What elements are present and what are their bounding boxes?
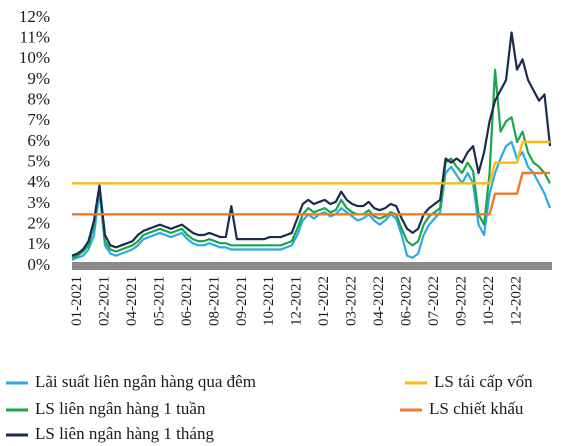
y-tick-label: 7% — [27, 110, 50, 129]
x-axis-band — [72, 262, 552, 270]
y-tick-label: 1% — [27, 234, 50, 253]
x-tick-label: 09-2022 — [454, 276, 470, 326]
x-tick-label: 10-2022 — [481, 276, 497, 326]
x-tick-label: 08-2021 — [206, 276, 222, 326]
x-tick-label: 06-2022 — [399, 276, 415, 326]
y-tick-label: 2% — [27, 214, 50, 233]
x-tick-label: 07-2022 — [426, 276, 442, 326]
y-tick-label: 12% — [19, 7, 50, 26]
y-tick-label: 8% — [27, 90, 50, 109]
y-tick-label: 3% — [27, 193, 50, 212]
x-tick-label: 12-2022 — [508, 276, 524, 326]
x-tick-label: 12-2021 — [289, 276, 305, 326]
x-tick-label: 05-2021 — [151, 276, 167, 326]
series-line — [72, 140, 550, 185]
x-tick-label: 10-2021 — [261, 276, 277, 326]
legend-label: LS chiết khấu — [429, 399, 524, 418]
x-tick-label: 04-2021 — [124, 276, 140, 326]
series-line — [71, 68, 551, 259]
series-line — [72, 171, 550, 216]
y-tick-label: 5% — [27, 152, 50, 171]
y-tick-label: 11% — [19, 28, 50, 47]
x-tick-label: 09-2021 — [234, 276, 250, 326]
series-line — [71, 31, 552, 257]
legend-label: LS liên ngân hàng 1 tháng — [35, 424, 214, 443]
x-tick-label: 03-2022 — [344, 276, 360, 326]
legend-label: LS tái cấp vốn — [434, 372, 533, 391]
y-tick-label: 6% — [27, 131, 50, 150]
y-tick-label: 0% — [27, 255, 50, 274]
x-tick-label: 01-2021 — [69, 276, 85, 326]
y-tick-label: 10% — [19, 48, 50, 67]
x-tick-label: 02-2021 — [96, 276, 112, 326]
x-tick-label: 01-2022 — [316, 276, 332, 326]
y-tick-label: 9% — [27, 69, 50, 88]
x-tick-label: 06-2021 — [179, 276, 195, 326]
legend-label: LS liên ngân hàng 1 tuần — [35, 399, 206, 418]
legend-label: Lãi suất liên ngân hàng qua đêm — [35, 372, 256, 391]
series-line — [71, 140, 552, 261]
x-tick-label: 04-2022 — [371, 276, 387, 326]
y-tick-label: 4% — [27, 172, 50, 191]
